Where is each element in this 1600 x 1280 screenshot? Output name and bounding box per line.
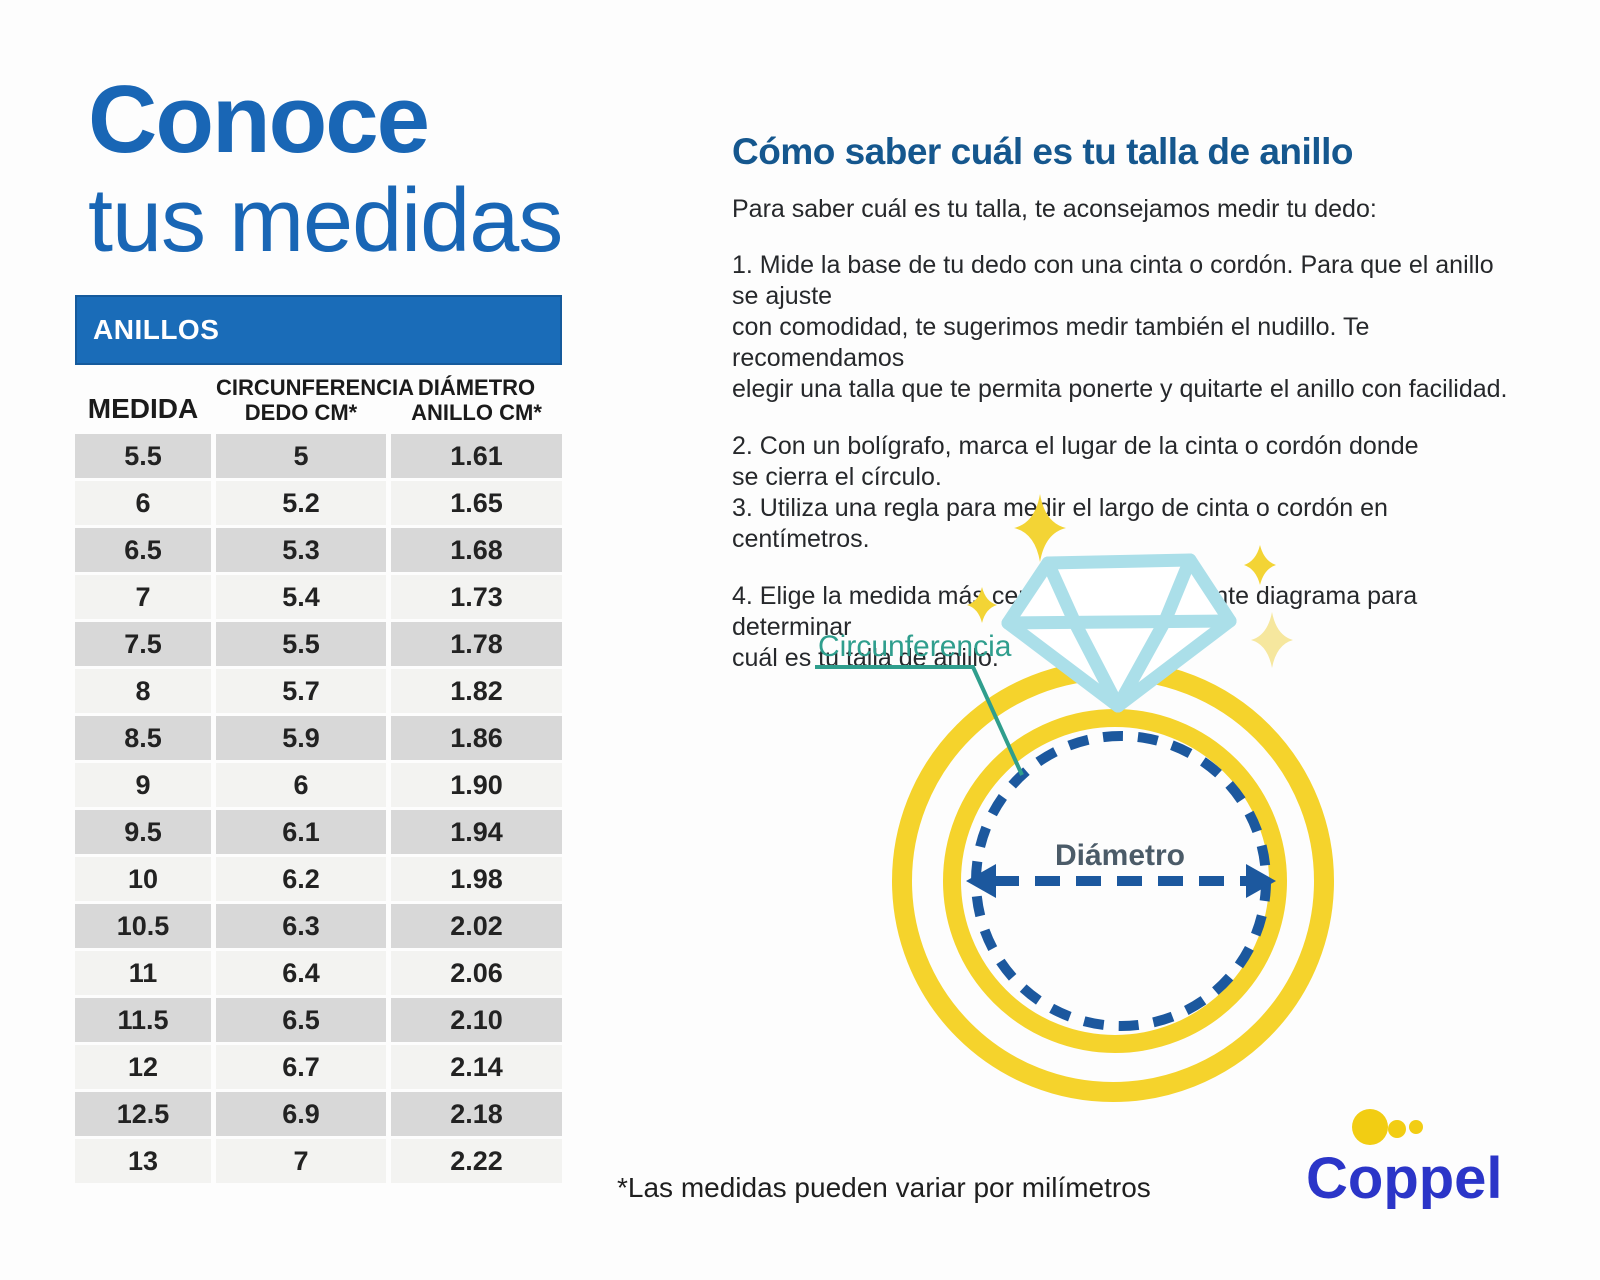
table-cell: 1.73 xyxy=(391,575,562,619)
table-cell: 5.3 xyxy=(216,528,386,572)
table-cell: 2.02 xyxy=(391,904,562,948)
guide-heading: Cómo saber cuál es tu talla de anillo xyxy=(732,131,1353,172)
table-cell: 11.5 xyxy=(75,998,211,1042)
table-cell: 2.14 xyxy=(391,1045,562,1089)
table-row: 6 5.2 1.65 xyxy=(75,481,562,525)
diameter-label: Diámetro xyxy=(1055,839,1185,872)
table-row: 9.5 6.1 1.94 xyxy=(75,810,562,854)
sizing-guide: Cómo saber cuál es tu talla de anillo Pa… xyxy=(732,131,1512,674)
table-cell: 6.9 xyxy=(216,1092,386,1136)
table-cell: 1.61 xyxy=(391,434,562,478)
table-row: 8.5 5.9 1.86 xyxy=(75,716,562,760)
table-cell: 13 xyxy=(75,1139,211,1183)
column-header: MEDIDA xyxy=(87,393,199,424)
step-paragraph: 2. Con un bolígrafo, marca el lugar de l… xyxy=(732,432,1419,553)
table-row: 7 5.4 1.73 xyxy=(75,575,562,619)
table-cell: 1.94 xyxy=(391,810,562,854)
table-cell: 6.5 xyxy=(216,998,386,1042)
table-row: 13 7 2.22 xyxy=(75,1139,562,1183)
footnote: *Las medidas pueden variar por milímetro… xyxy=(617,1172,1151,1203)
table-cell: 1.68 xyxy=(391,528,562,572)
page-title-line1: Conoce xyxy=(88,66,430,173)
table-cell: 6.3 xyxy=(216,904,386,948)
table-cell: 10.5 xyxy=(75,904,211,948)
table-cell: 11 xyxy=(75,951,211,995)
table-cell: 6.1 xyxy=(216,810,386,854)
table-cell: 9.5 xyxy=(75,810,211,854)
table-cell: 5.2 xyxy=(216,481,386,525)
guide-steps: 1. Mide la base de tu dedo con una cinta… xyxy=(732,250,1512,674)
table-cell: 1.82 xyxy=(391,669,562,713)
table-title: ANILLOS xyxy=(93,314,220,345)
table-row: 12.5 6.9 2.18 xyxy=(75,1092,562,1136)
table-row: 11.5 6.5 2.10 xyxy=(75,998,562,1042)
table-cell: 1.98 xyxy=(391,857,562,901)
table-cell: 5.5 xyxy=(75,434,211,478)
sparkle-icons xyxy=(967,494,1293,668)
table-column-headers: MEDIDA CIRCUNFERENCIA DEDO CM* DIÁMETRO AN… xyxy=(75,369,562,431)
table-cell: 6 xyxy=(75,481,211,525)
table-row: 6.5 5.3 1.68 xyxy=(75,528,562,572)
table-title-bar: ANILLOS xyxy=(75,295,562,365)
table-cell: 7.5 xyxy=(75,622,211,666)
table-cell: 9 xyxy=(75,763,211,807)
table-cell: 5.5 xyxy=(216,622,386,666)
table-row: 12 6.7 2.14 xyxy=(75,1045,562,1089)
table-body: 5.5 5 1.61 6 5.2 1.65 6.5 5.3 1.68 7 5.4 1.73 7.5 5.5… xyxy=(75,434,562,1183)
diameter-arrow xyxy=(966,864,1276,898)
table-cell: 12.5 xyxy=(75,1092,211,1136)
column-header: CIRCUNFERENCIA DEDO CM* xyxy=(216,375,414,425)
table-cell: 6 xyxy=(216,763,386,807)
table-row: 8 5.7 1.82 xyxy=(75,669,562,713)
page-title: Conoce tus medidas xyxy=(88,66,563,271)
table-row: 10 6.2 1.98 xyxy=(75,857,562,901)
table-row: 7.5 5.5 1.78 xyxy=(75,622,562,666)
circumference-label: Circunferencia xyxy=(818,630,1012,663)
table-row: 5.5 5 1.61 xyxy=(75,434,562,478)
table-cell: 1.65 xyxy=(391,481,562,525)
table-cell: 12 xyxy=(75,1045,211,1089)
diamond-icon xyxy=(1001,553,1237,713)
table-cell: 8 xyxy=(75,669,211,713)
table-cell: 2.18 xyxy=(391,1092,562,1136)
step-paragraph: 1. Mide la base de tu dedo con una cinta… xyxy=(732,251,1508,403)
table-cell: 1.86 xyxy=(391,716,562,760)
table-cell: 5.4 xyxy=(216,575,386,619)
table-row: 11 6.4 2.06 xyxy=(75,951,562,995)
table-cell: 1.78 xyxy=(391,622,562,666)
table-cell: 7 xyxy=(75,575,211,619)
page-title-line2: tus medidas xyxy=(88,171,563,271)
table-cell: 2.22 xyxy=(391,1139,562,1183)
ring-size-table: ANILLOS MEDIDA CIRCUNFERENCIA DEDO CM* DIÁ… xyxy=(75,295,562,1183)
table-cell: 2.10 xyxy=(391,998,562,1042)
guide-intro: Para saber cuál es tu talla, te aconseja… xyxy=(732,195,1377,223)
ring-diagram: Diámetro Circunferencia xyxy=(815,494,1334,1102)
table-row: 9 6 1.90 xyxy=(75,763,562,807)
table-cell: 5 xyxy=(216,434,386,478)
table-cell: 1.90 xyxy=(391,763,562,807)
table-cell: 7 xyxy=(216,1139,386,1183)
coppel-logo: Coppel xyxy=(1306,1109,1503,1209)
coppel-logo-text: Coppel xyxy=(1306,1146,1503,1209)
table-cell: 6.5 xyxy=(75,528,211,572)
table-cell: 5.7 xyxy=(216,669,386,713)
table-cell: 2.06 xyxy=(391,951,562,995)
coppel-dots-icon xyxy=(1352,1109,1423,1145)
table-cell: 6.7 xyxy=(216,1045,386,1089)
table-cell: 6.2 xyxy=(216,857,386,901)
table-row: 10.5 6.3 2.02 xyxy=(75,904,562,948)
table-cell: 8.5 xyxy=(75,716,211,760)
table-cell: 5.9 xyxy=(216,716,386,760)
circumference-callout-line xyxy=(815,665,1024,776)
table-cell: 6.4 xyxy=(216,951,386,995)
table-cell: 10 xyxy=(75,857,211,901)
column-header: DIÁMETRO ANILLO CM* xyxy=(411,375,542,425)
